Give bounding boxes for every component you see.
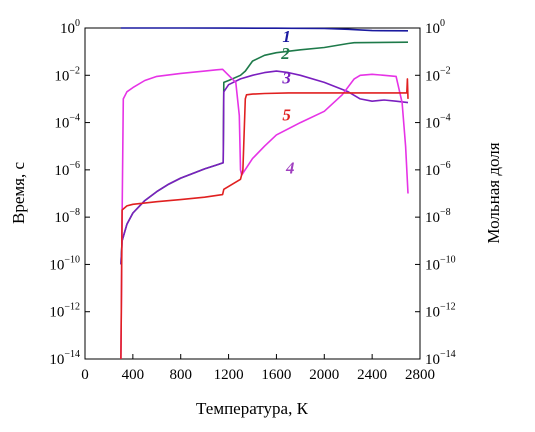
y-tick-label-left: 10−2	[54, 65, 80, 84]
curve-label-1: 1	[282, 27, 291, 46]
x-tick-label: 1600	[261, 367, 291, 383]
y-tick-label-left: 10−10	[49, 254, 80, 273]
x-tick-label: 400	[122, 367, 145, 383]
y-axis-right: 100 10−2 10−4 10−6 10−8 10−10 10−12 10−14	[415, 18, 456, 368]
y-axis-title-right: Мольная доля	[484, 142, 503, 243]
y-tick-label-right: 100	[425, 18, 445, 37]
x-tick-label: 0	[81, 367, 89, 383]
y-tick-label-right: 10−4	[425, 113, 451, 132]
series-line-4	[120, 68, 409, 360]
y-tick-label-right: 10−10	[425, 254, 456, 273]
y-tick-label-right: 10−8	[425, 207, 451, 226]
x-tick-label: 800	[169, 367, 192, 383]
y-tick-label-right: 10−14	[425, 349, 456, 368]
y-axis-left: 100 10−2 10−4 10−6 10−8 10−10 10−12 10−14	[49, 18, 90, 368]
x-tick-label: 1200	[214, 367, 244, 383]
x-axis: 0 400 800 1200 1600 2000 2400 2800	[81, 354, 435, 383]
x-tick-label: 2400	[357, 367, 387, 383]
y-tick-label-left: 10−4	[54, 113, 80, 132]
y-tick-label-left: 10−8	[54, 207, 80, 226]
curve-label-3: 3	[281, 68, 291, 87]
y-tick-label-left: 100	[60, 18, 80, 37]
y-tick-label-left: 10−14	[49, 349, 80, 368]
y-tick-label-right: 10−12	[425, 302, 456, 321]
curve-labels: 12 3 5 4	[280, 27, 294, 177]
series-line-1	[120, 27, 409, 32]
x-axis-title: Температура, К	[196, 399, 309, 418]
plot-frame	[84, 27, 421, 360]
x-tick-label: 2000	[309, 367, 339, 383]
series-line-5	[120, 78, 409, 360]
curve-label-4: 4	[285, 159, 295, 178]
x-tick-label: 2800	[405, 367, 435, 383]
y-tick-label-left: 10−6	[54, 160, 80, 179]
y-tick-label-left: 10−12	[49, 302, 80, 321]
curve-label-5: 5	[282, 106, 291, 125]
y-axis-title-left: Время, с	[9, 162, 28, 224]
y-tick-label-right: 10−2	[425, 65, 451, 84]
series-line-3	[120, 70, 409, 265]
series-layer	[120, 27, 409, 360]
curve-label-2: 2	[280, 44, 290, 63]
y-tick-label-right: 10−6	[425, 160, 451, 179]
plot-area	[84, 27, 421, 360]
